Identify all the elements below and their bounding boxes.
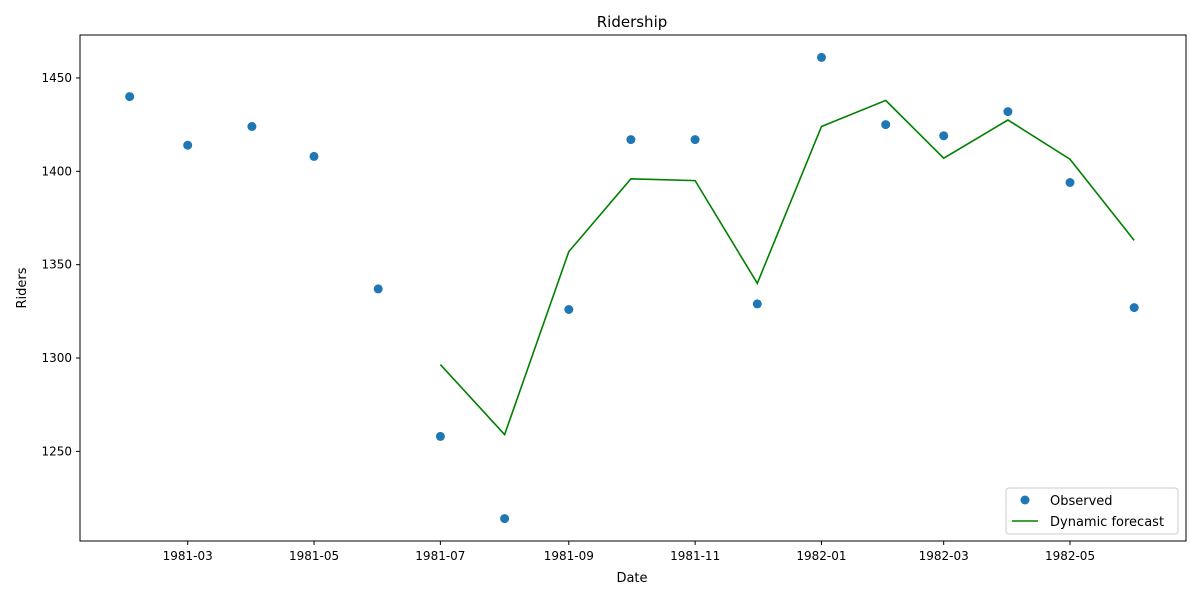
- x-tick-label: 1981-11: [670, 549, 720, 563]
- series-line-dynamic-forecast: [439, 99, 1135, 437]
- x-tick-label: 1981-09: [544, 549, 594, 563]
- x-axis: 1981-03 1981-05 1981-07 1981-09 1981-11 1982-…: [163, 541, 1095, 563]
- x-tick-label: 1981-03: [163, 549, 213, 563]
- legend-box: [1005, 487, 1179, 535]
- observed-point: [626, 135, 636, 145]
- observed-point: [309, 151, 319, 161]
- observed-point: [435, 431, 445, 441]
- x-tick-label: 1982-03: [919, 549, 969, 563]
- observed-point: [125, 92, 135, 102]
- observed-point: [817, 52, 826, 62]
- observed-point: [1129, 303, 1139, 313]
- y-tick-label: 1450: [41, 71, 72, 85]
- legend-label-observed: Observed: [1050, 494, 1113, 509]
- y-tick-label: 1300: [41, 351, 72, 365]
- x-tick-label: 1981-05: [289, 549, 339, 563]
- observed-point: [373, 284, 383, 294]
- chart-title: Ridership: [597, 13, 668, 31]
- x-tick-label: 1981-07: [415, 549, 465, 563]
- legend-marker-observed: [1020, 495, 1030, 505]
- observed-point: [881, 120, 891, 130]
- plot-frame: [79, 34, 1187, 542]
- observed-point: [247, 122, 257, 131]
- legend: Observed Dynamic forecast: [1005, 487, 1179, 535]
- y-axis-label: Riders: [15, 267, 30, 308]
- observed-point: [1065, 178, 1075, 187]
- y-axis: 1250 1300 1350 1400 1450: [41, 71, 80, 458]
- x-tick-label: 1982-05: [1045, 549, 1095, 563]
- observed-point: [183, 140, 193, 150]
- observed-point: [564, 305, 574, 314]
- x-tick-label: 1982-01: [796, 549, 846, 563]
- legend-label-forecast: Dynamic forecast: [1050, 515, 1164, 530]
- observed-point: [752, 299, 762, 309]
- x-axis-label: Date: [616, 571, 647, 586]
- observed-point: [690, 135, 700, 145]
- observed-point: [1003, 107, 1013, 117]
- observed-point: [500, 514, 510, 524]
- series-layer: [125, 52, 1139, 524]
- y-tick-label: 1250: [41, 444, 72, 458]
- y-tick-label: 1400: [41, 164, 72, 178]
- observed-point: [939, 131, 949, 141]
- y-tick-label: 1350: [41, 258, 72, 272]
